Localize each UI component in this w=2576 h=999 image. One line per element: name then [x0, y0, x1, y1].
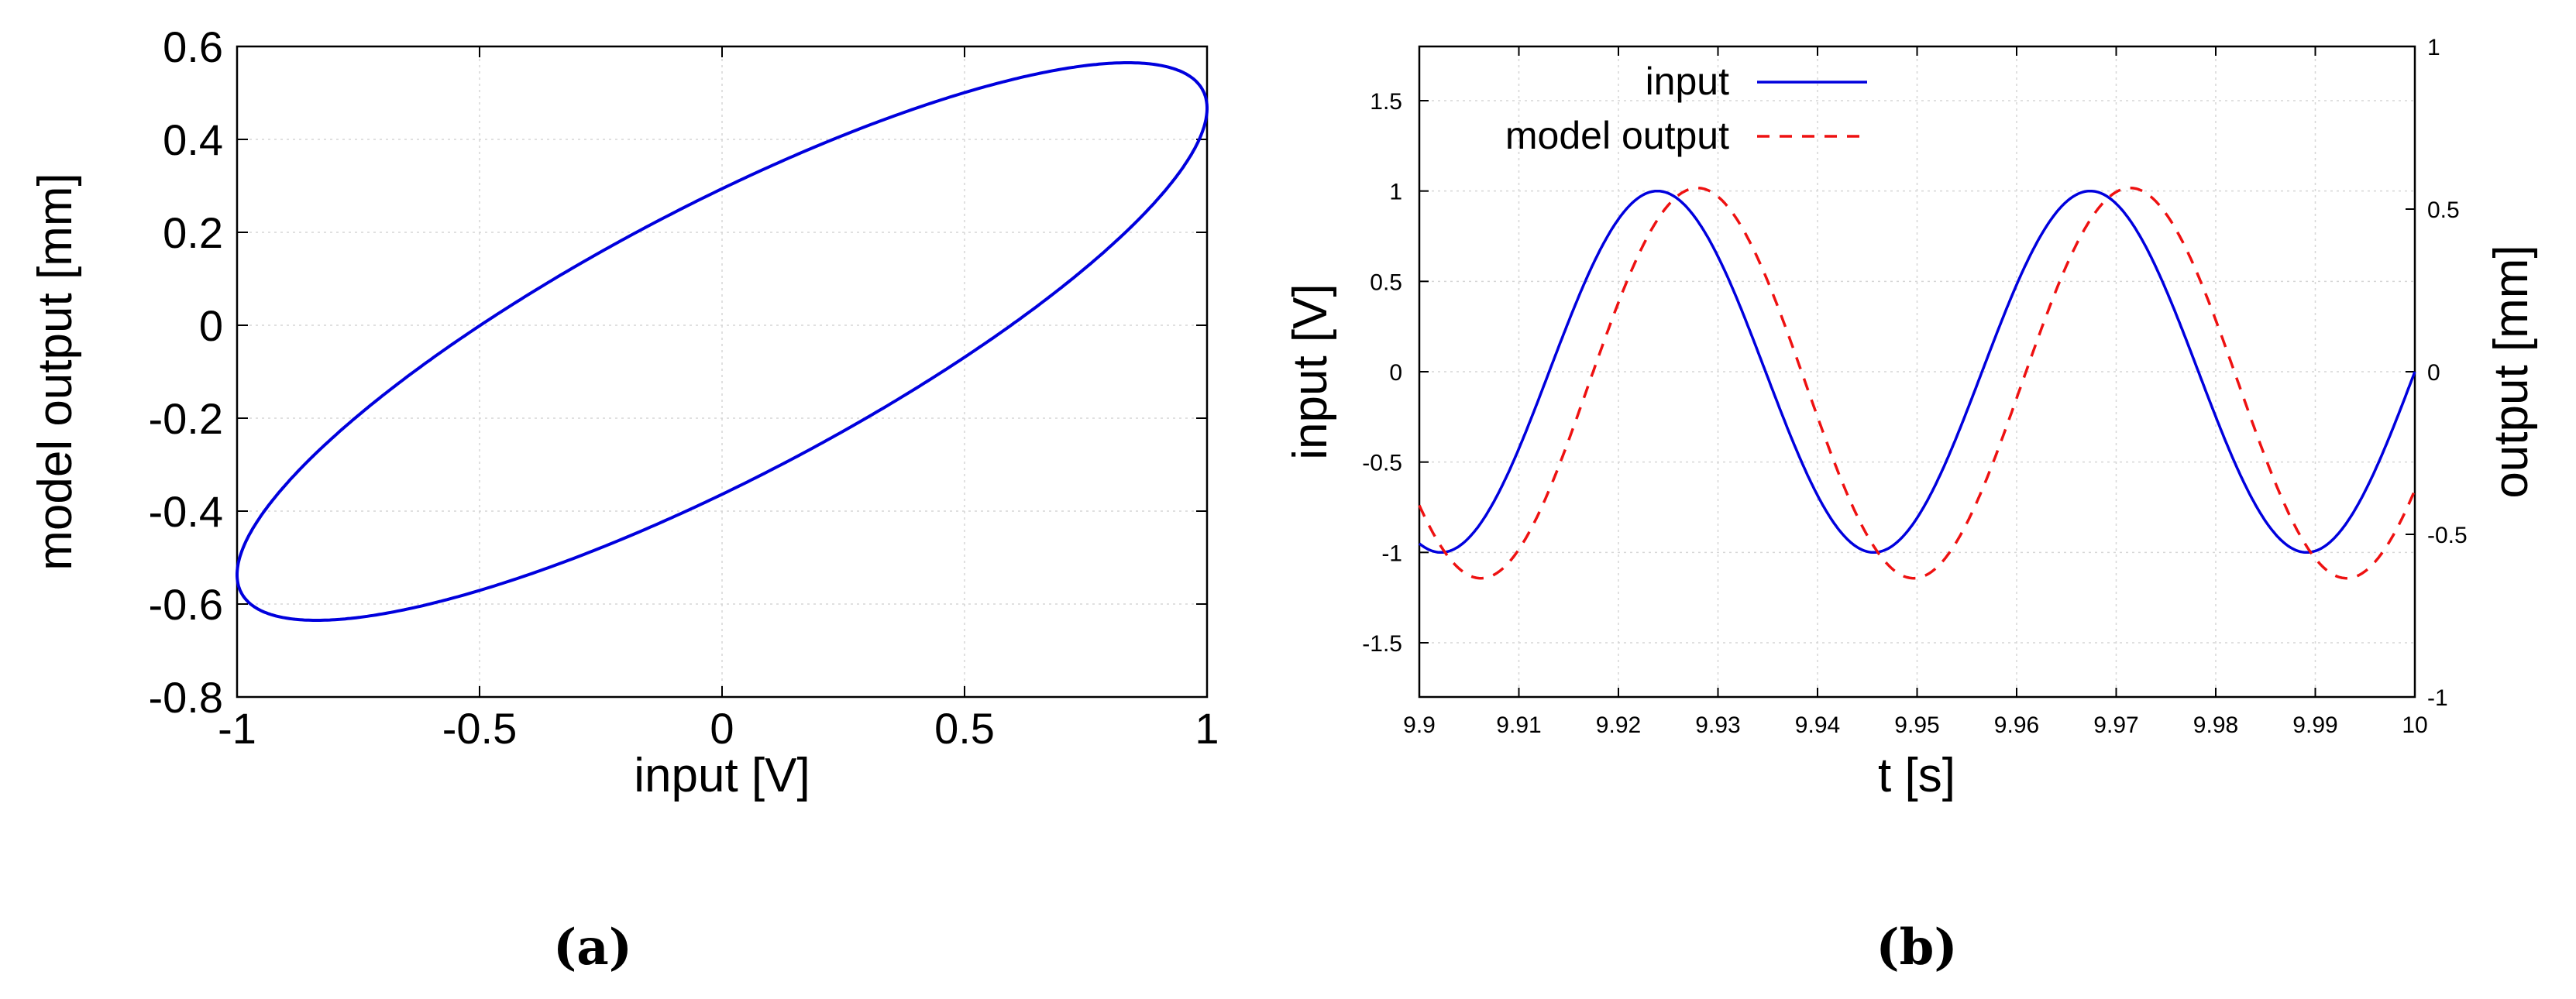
chart-b-y-tick-label: 1.5	[1370, 89, 1402, 115]
chart-a-x-axis-label: input [V]	[634, 749, 810, 802]
chart-a-x-tick-label: 1	[1195, 704, 1219, 753]
chart-b-y2-tick-label: -1	[2427, 685, 2448, 711]
chart-a-y-tick-label: -0.6	[149, 580, 224, 629]
chart-a-y-tick-label: -0.2	[149, 394, 224, 443]
chart-b-x-tick-labels: 9.9 9.91 9.92 9.93 9.94 9.95 9.96 9.97 9.98 9.99 1…	[1403, 712, 2428, 738]
chart-b-x-tick-label: 9.92	[1596, 712, 1641, 738]
chart-a-x-tick-label: 0.5	[934, 704, 995, 753]
chart-a-y-tick-label: -0.4	[149, 487, 224, 536]
chart-b-x-tick-label: 9.95	[1894, 712, 1939, 738]
chart-a-y-tick-label: 0.2	[163, 208, 223, 257]
legend-label-model-output: model output	[1505, 114, 1729, 157]
chart-b-x-tick-label: 10	[2402, 712, 2427, 738]
chart-a-y-tick-label: -0.8	[149, 673, 224, 722]
chart-b: 9.9 9.91 9.92 9.93 9.94 9.95 9.96 9.97 9.98 9.99 1…	[1284, 35, 2538, 977]
chart-b-y-tick-label: 1	[1389, 180, 1402, 205]
chart-a-y-axis-label: model output [mm]	[29, 173, 82, 570]
chart-b-y-tick-label: 0.5	[1370, 269, 1402, 295]
chart-a-x-tick-labels: -1 -0.5 0 0.5 1	[218, 704, 1219, 753]
chart-b-y2-tick-labels: -1 -0.5 0 0.5 1	[2427, 35, 2468, 711]
chart-a-y-tick-label: 0.6	[163, 22, 223, 71]
chart-b-x-tick-label: 9.93	[1695, 712, 1740, 738]
chart-b-y-tick-labels: -1.5 -1 -0.5 0 0.5 1 1.5	[1362, 89, 1402, 657]
chart-b-legend: input model output	[1505, 60, 1867, 157]
chart-a-y-tick-labels: -0.8 -0.6 -0.4 -0.2 0 0.2 0.4 0.6	[149, 22, 224, 722]
chart-a-y-tick-label: 0.4	[163, 115, 223, 164]
chart-a-x-tick-label: -0.5	[442, 704, 518, 753]
legend-label-input: input	[1646, 60, 1730, 103]
chart-b-x-tick-label: 9.94	[1795, 712, 1840, 738]
chart-b-x-tick-label: 9.99	[2292, 712, 2337, 738]
chart-a: -1 -0.5 0 0.5 1 -0.8 -0.6 -0.4 -0.2 0 0.2 0.4 0.6 i…	[29, 22, 1219, 977]
chart-b-y-tick-label: -1	[1381, 541, 1402, 566]
panel-label-b: (b)	[1876, 918, 1957, 977]
chart-a-x-tick-label: -1	[218, 704, 256, 753]
chart-b-x-tick-label: 9.96	[1994, 712, 2039, 738]
chart-b-x-axis-label: t [s]	[1878, 749, 1955, 802]
chart-b-y-tick-label: -1.5	[1362, 631, 1402, 657]
chart-a-hysteresis-curve	[236, 61, 1209, 622]
chart-b-x-tick-label: 9.9	[1403, 712, 1436, 738]
chart-b-y-axis-label: input [V]	[1284, 283, 1337, 459]
chart-b-y2-tick-label: -0.5	[2427, 523, 2468, 548]
chart-b-x-tick-label: 9.97	[2093, 712, 2138, 738]
chart-b-y2-axis-label: output [mm]	[2485, 245, 2538, 498]
chart-a-grid	[236, 46, 1208, 698]
chart-b-y2-tick-label: 0.5	[2427, 197, 2460, 223]
chart-b-x-tick-label: 9.98	[2193, 712, 2238, 738]
chart-b-y2-tick-label: 0	[2427, 360, 2440, 386]
chart-a-y-tick-label: 0	[199, 301, 223, 350]
chart-b-grid	[1419, 46, 2416, 697]
panel-label-a: (a)	[553, 918, 632, 977]
chart-b-x-tick-label: 9.91	[1496, 712, 1541, 738]
chart-b-ticks	[1419, 46, 2416, 698]
chart-b-y-tick-label: -0.5	[1362, 451, 1402, 476]
chart-a-x-tick-label: 0	[710, 704, 734, 753]
chart-b-y2-tick-label: 1	[2427, 35, 2440, 60]
chart-b-model-output-line	[1418, 186, 2416, 580]
chart-b-y-tick-label: 0	[1389, 360, 1402, 386]
chart-b-input-line	[1418, 189, 2416, 554]
